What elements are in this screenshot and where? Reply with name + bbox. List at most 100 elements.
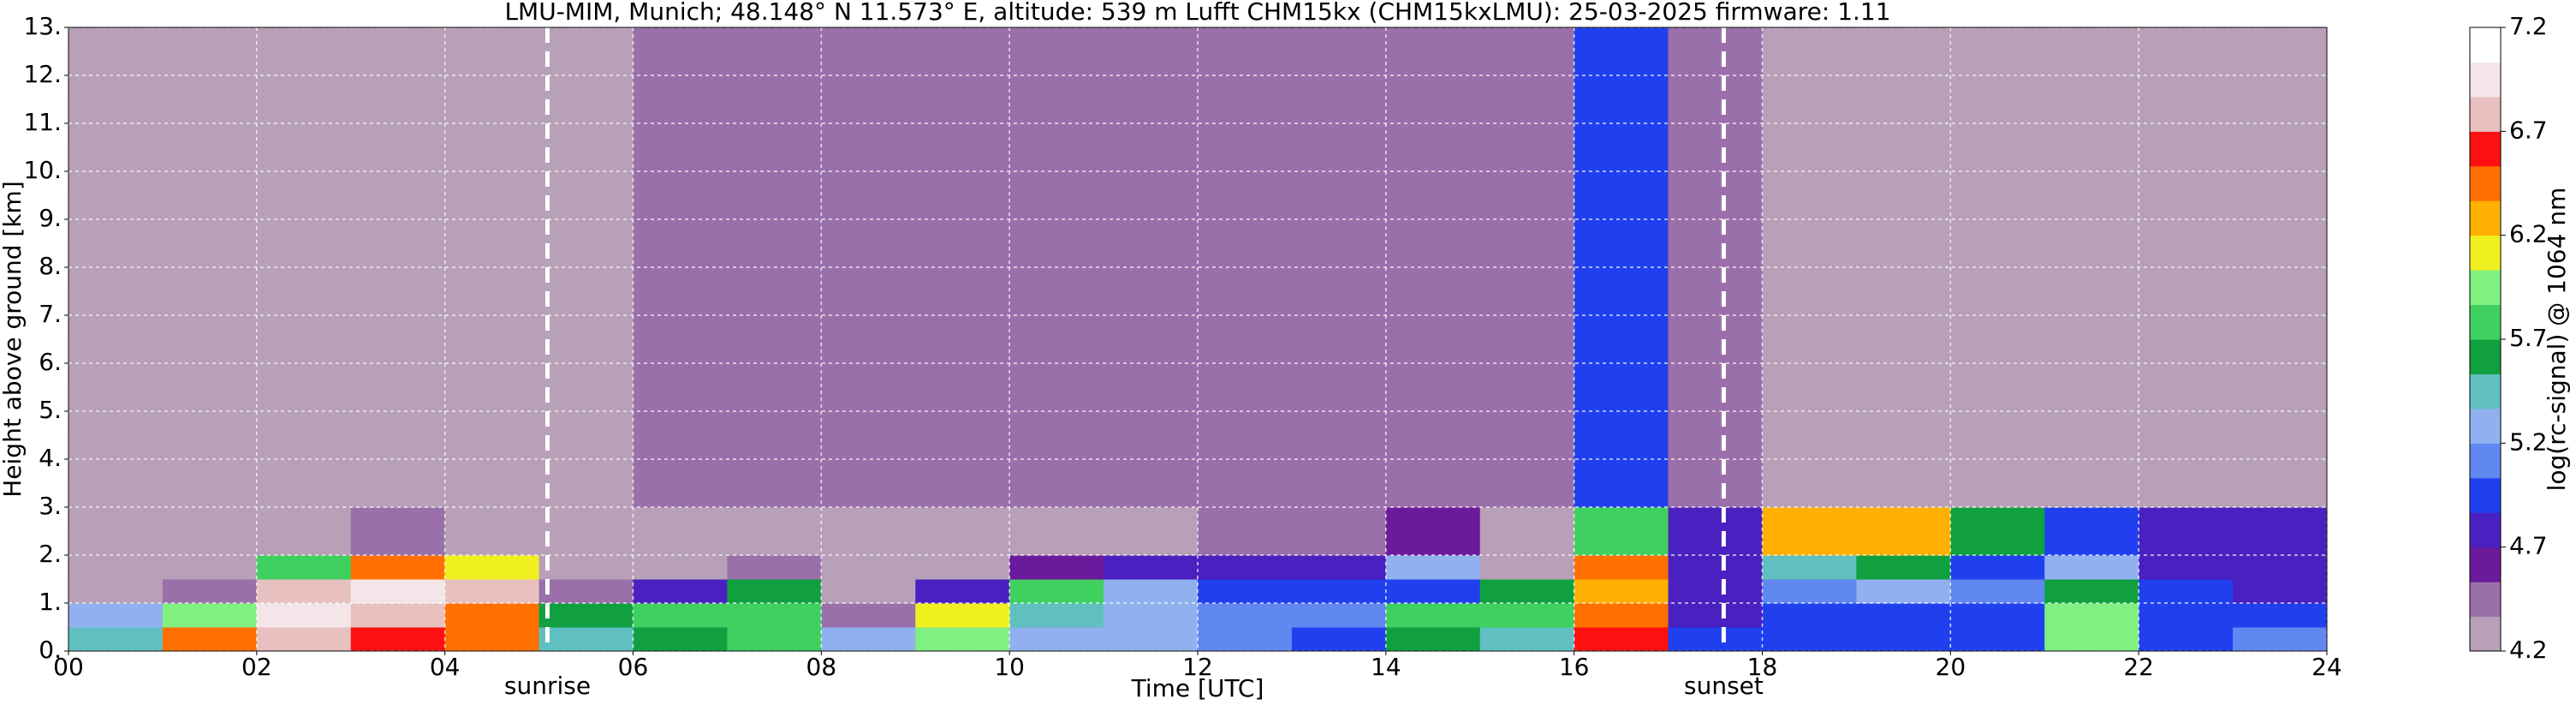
heatmap-cell xyxy=(1856,507,1951,556)
heatmap-cell xyxy=(727,555,822,580)
heatmap-cell xyxy=(444,579,540,604)
heatmap-cell xyxy=(1385,507,1481,556)
heatmap-cell xyxy=(1385,555,1481,580)
x-tick-label: 14 xyxy=(1371,653,1401,681)
heatmap-cell xyxy=(1668,555,1763,580)
y-tick-label: 9. xyxy=(39,204,62,232)
heatmap-cell xyxy=(2139,603,2234,628)
colorbar-band xyxy=(2470,131,2501,167)
heatmap-cell xyxy=(2139,507,2234,556)
heatmap-cell xyxy=(915,627,1010,652)
heatmap-cell xyxy=(1198,579,1293,604)
heatmap-cell xyxy=(1198,603,1293,628)
heatmap-cell xyxy=(256,507,352,556)
y-tick-label: 10. xyxy=(23,156,62,184)
heatmap-cell xyxy=(1198,507,1293,556)
heatmap-cell xyxy=(915,555,1010,580)
heatmap-cell xyxy=(1762,555,1857,580)
colorbar-tick-label: 6.2 xyxy=(2509,220,2548,248)
colorbar-band xyxy=(2470,512,2501,548)
heatmap-cell xyxy=(162,579,258,604)
heatmap-cell xyxy=(1950,627,2045,652)
heatmap-cell xyxy=(444,507,540,556)
x-tick-label: 16 xyxy=(1559,653,1590,681)
y-tick-label: 12. xyxy=(23,60,62,88)
heatmap-cell xyxy=(1009,555,1104,580)
heatmap-cell xyxy=(821,603,916,628)
colorbar-band xyxy=(2470,270,2501,306)
colorbar-band xyxy=(2470,200,2501,236)
x-tick-label: 02 xyxy=(241,653,272,681)
colorbar-tick-label: 5.7 xyxy=(2509,324,2548,352)
y-tick-label: 2. xyxy=(39,540,62,568)
heatmap-cell xyxy=(162,603,258,628)
heatmap-cell xyxy=(633,603,728,628)
heatmap-cell xyxy=(68,603,164,628)
heatmap-cell xyxy=(821,27,916,508)
heatmap-cell xyxy=(1385,579,1481,604)
heatmap-cell xyxy=(633,579,728,604)
heatmap-cell xyxy=(1385,603,1481,628)
heatmap-cell xyxy=(1009,507,1104,556)
colorbar-band xyxy=(2470,62,2501,98)
heatmap-cell xyxy=(444,627,540,652)
heatmap-cell xyxy=(1762,603,1857,628)
y-tick-label: 0. xyxy=(39,636,62,664)
x-tick-label: 00 xyxy=(53,653,84,681)
colorbar-band xyxy=(2470,477,2501,513)
colorbar-band xyxy=(2470,443,2501,479)
event-label: sunrise xyxy=(504,672,591,700)
event-label: sunset xyxy=(1684,672,1764,700)
heatmap-cell xyxy=(350,627,446,652)
colorbar-tick-label: 7.2 xyxy=(2509,12,2548,40)
heatmap-cell xyxy=(2139,579,2234,604)
heatmap-cell xyxy=(2233,627,2328,652)
heatmap-cell xyxy=(1479,579,1575,604)
heatmap-cell xyxy=(915,603,1010,628)
heatmap-cell xyxy=(68,579,164,604)
heatmap-cell xyxy=(162,507,258,556)
heatmap-cell xyxy=(444,555,540,580)
heatmap-cell xyxy=(256,627,352,652)
heatmap-cell xyxy=(1574,555,1669,580)
heatmap-cell xyxy=(1762,627,1857,652)
colorbar-band xyxy=(2470,616,2501,652)
heatmap-cell xyxy=(350,579,446,604)
heatmap-cell xyxy=(538,579,634,604)
colorbar-band xyxy=(2470,165,2501,201)
x-tick-label: 12 xyxy=(1182,653,1213,681)
heatmap-cell xyxy=(1856,627,1951,652)
heatmap-cell xyxy=(1574,507,1669,556)
colorbar-tick-label: 6.7 xyxy=(2509,116,2548,144)
heatmap-cell xyxy=(1762,507,1857,556)
heatmap-cell xyxy=(256,555,352,580)
heatmap-cell xyxy=(1104,603,1199,628)
colorbar-band xyxy=(2470,582,2501,618)
colorbar-band xyxy=(2470,408,2501,444)
heatmap-cell xyxy=(1479,555,1575,580)
heatmap-cell xyxy=(1291,603,1387,628)
plot-frame xyxy=(68,27,2328,652)
heatmap-cell xyxy=(1574,603,1669,628)
heatmap-cell xyxy=(2044,507,2139,556)
heatmap-cell xyxy=(1668,507,1763,556)
heatmap-cell xyxy=(1009,603,1104,628)
heatmap-cell xyxy=(1950,555,2045,580)
heatmap-cell xyxy=(1479,603,1575,628)
heatmap-cell xyxy=(633,555,728,580)
x-tick-label: 04 xyxy=(430,653,461,681)
heatmap-cell xyxy=(1291,579,1387,604)
colorbar-band xyxy=(2470,373,2501,409)
heatmap-cell xyxy=(1950,579,2045,604)
heatmap-cell xyxy=(1668,603,1763,628)
heatmap-cell xyxy=(1479,507,1575,556)
heatmap-cell xyxy=(68,507,164,556)
heatmap-cell xyxy=(1856,579,1951,604)
x-tick-label: 20 xyxy=(1936,653,1966,681)
colorbar-band xyxy=(2470,27,2501,63)
colorbar-tick-label: 4.7 xyxy=(2509,532,2548,560)
heatmap-cell xyxy=(2233,507,2328,556)
y-tick-label: 4. xyxy=(39,444,62,472)
y-tick-label: 7. xyxy=(39,300,62,328)
